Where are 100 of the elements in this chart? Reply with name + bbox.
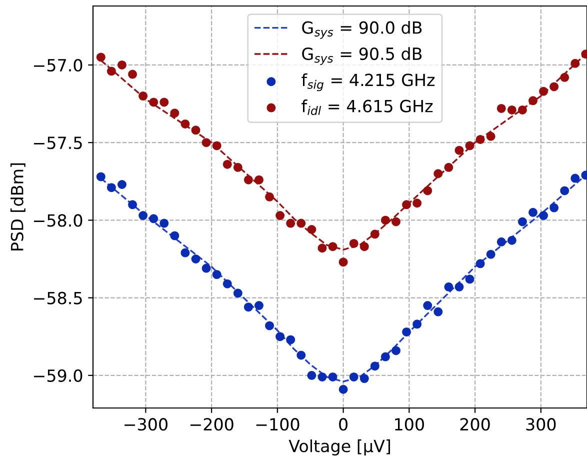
point: [380, 352, 390, 362]
point: [265, 192, 274, 202]
point: [160, 98, 169, 107]
point: [222, 279, 232, 288]
point: [349, 238, 358, 248]
point: [318, 372, 327, 382]
point: [307, 370, 316, 380]
point: [212, 270, 222, 280]
point: [96, 52, 106, 62]
point: [338, 384, 348, 394]
point: [434, 307, 443, 316]
point: [180, 119, 190, 128]
point: [233, 288, 242, 298]
point: [528, 96, 538, 106]
y-tick-label: −58.5: [34, 292, 82, 304]
point: [265, 321, 274, 330]
point: [233, 162, 242, 172]
point: [370, 362, 380, 371]
point: [454, 146, 464, 155]
point: [476, 134, 485, 144]
point: [170, 108, 180, 118]
point: [349, 372, 358, 382]
point: [570, 58, 580, 68]
point: [276, 211, 285, 220]
point: [423, 301, 432, 310]
point: [106, 183, 116, 192]
y-tick-label: −57.5: [34, 136, 82, 150]
point: [496, 104, 506, 113]
point: [539, 86, 548, 96]
point: [96, 172, 106, 182]
x-tick-label: −100: [256, 418, 300, 431]
y-tick-label: −57.0: [34, 58, 82, 72]
point: [254, 301, 264, 310]
point: [465, 141, 474, 150]
point: [507, 105, 516, 114]
point: [423, 186, 432, 196]
point: [570, 174, 580, 183]
point: [518, 105, 527, 114]
point: [507, 236, 516, 245]
x-tick-label: 200: [460, 418, 490, 431]
point: [138, 92, 148, 101]
point: [486, 132, 496, 141]
x-tick-label: 100: [395, 418, 424, 431]
point: [276, 332, 285, 342]
point: [138, 211, 148, 220]
point: [560, 72, 570, 82]
y-tick-label: −59.0: [34, 369, 82, 382]
point: [180, 248, 190, 258]
x-axis-title: Voltage [μV]: [288, 439, 390, 456]
point: [254, 175, 264, 184]
x-tick-label: 300: [526, 418, 556, 431]
point: [444, 282, 454, 292]
point: [391, 217, 400, 226]
point: [296, 350, 306, 360]
point: [244, 175, 253, 184]
point: [496, 237, 506, 246]
x-tick-label: −300: [124, 418, 168, 431]
point: [338, 258, 348, 267]
point: [149, 98, 158, 107]
y-tick-label: −58.0: [34, 214, 82, 227]
point: [360, 374, 369, 384]
point: [412, 320, 422, 329]
point: [117, 180, 126, 189]
point: [191, 254, 200, 264]
point: [286, 335, 296, 344]
point: [202, 264, 211, 273]
point: [212, 141, 222, 150]
legend-label: f$_{sig}$ = 4.215 GHz: [302, 73, 435, 92]
y-axis-title: PSD [dBm]: [10, 163, 26, 250]
point: [149, 214, 158, 224]
legend-label: G$_{sys}$ = 90.0 dB: [302, 21, 422, 39]
point: [402, 200, 412, 210]
point: [370, 230, 380, 239]
point: [117, 60, 126, 70]
legend-label: f$_{idl}$ = 4.615 GHz: [302, 99, 433, 116]
point: [360, 242, 369, 252]
point: [539, 211, 548, 220]
point: [328, 372, 338, 382]
point: [444, 162, 454, 172]
legend-label: G$_{sys}$ = 90.5 dB: [302, 47, 422, 65]
point: [128, 70, 138, 79]
x-tick-label: −200: [190, 418, 234, 431]
point: [434, 169, 443, 178]
point: [328, 242, 338, 252]
point: [550, 82, 559, 92]
point: [202, 138, 211, 148]
point: [550, 203, 559, 212]
point: [476, 259, 485, 268]
point: [380, 216, 390, 225]
point: [307, 225, 316, 234]
point: [170, 231, 180, 240]
point: [222, 160, 232, 169]
point: [106, 66, 116, 76]
x-tick-label: 0: [339, 418, 348, 431]
point: [160, 218, 169, 228]
point: [286, 218, 296, 228]
point: [486, 250, 496, 259]
point: [412, 198, 422, 208]
point: [465, 274, 474, 284]
point: [560, 186, 570, 196]
